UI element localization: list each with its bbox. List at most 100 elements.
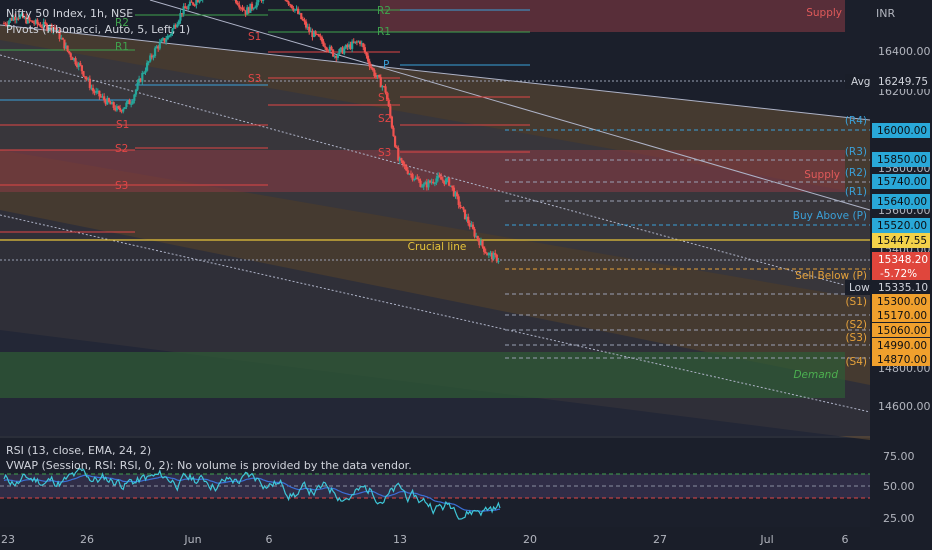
candle-body xyxy=(114,107,117,111)
candle-body xyxy=(2,23,6,25)
low-label: Low xyxy=(849,282,870,294)
candle-body xyxy=(257,0,260,3)
candle-body xyxy=(478,239,481,246)
price-tick-16400: 16400.00 xyxy=(878,45,931,58)
candle-body xyxy=(414,177,417,180)
candle-body xyxy=(104,100,107,105)
candle-body xyxy=(468,223,471,227)
candle-body xyxy=(4,23,7,25)
time-tick-27: 27 xyxy=(653,533,667,546)
candle-body xyxy=(357,41,360,43)
candle-body xyxy=(465,216,468,220)
candle-body xyxy=(295,8,298,10)
candle-body xyxy=(187,5,190,10)
time-tick-jul: Jul xyxy=(759,533,773,546)
candle-body xyxy=(309,30,312,33)
candle-body xyxy=(403,164,406,166)
candle-body xyxy=(421,186,424,188)
candle-body xyxy=(179,13,182,21)
channel-top-line[interactable] xyxy=(0,24,871,121)
candle-body xyxy=(352,41,355,43)
candle-body xyxy=(363,47,366,53)
candle-body xyxy=(489,252,492,254)
candle-body xyxy=(484,251,487,254)
candle-body xyxy=(384,86,387,93)
pivots-indicator-title[interactable]: Pivots (Fibonacci, Auto, 5, Left, 1) xyxy=(6,23,190,36)
candle-body xyxy=(247,7,250,13)
rsi-title[interactable]: RSI (13, close, EMA, 24, 2) xyxy=(6,444,151,457)
candle-body xyxy=(115,106,118,111)
candle-body xyxy=(455,192,459,197)
candle-body xyxy=(149,55,152,62)
currency-label[interactable]: INR xyxy=(876,7,895,20)
candle-body xyxy=(338,49,341,55)
candle-body xyxy=(374,76,378,78)
candle-body xyxy=(173,25,176,29)
candle-body xyxy=(373,70,376,77)
candle-body xyxy=(497,261,500,263)
price-candles[interactable] xyxy=(2,0,500,264)
candle-body xyxy=(96,90,99,92)
candle-body xyxy=(69,53,72,58)
candle-body xyxy=(118,108,122,111)
candle-body xyxy=(438,175,441,177)
candle-body xyxy=(319,36,322,38)
candle-body xyxy=(80,65,83,72)
candle-body xyxy=(440,176,443,180)
candle-body xyxy=(362,43,365,48)
candle-body xyxy=(378,75,381,78)
candle-body xyxy=(304,21,308,28)
candle-body xyxy=(117,106,120,109)
candle-body xyxy=(138,78,141,83)
candle-body xyxy=(449,185,452,187)
channel-lower-line[interactable] xyxy=(0,214,871,413)
candle-body xyxy=(74,58,77,65)
candle-body xyxy=(327,50,330,52)
candle-body xyxy=(416,177,419,180)
candle-body xyxy=(479,240,483,246)
candle-body xyxy=(444,179,448,185)
candle-body xyxy=(417,179,421,181)
candle-body xyxy=(306,26,309,28)
symbol-title[interactable]: Nifty 50 Index, 1h, NSE xyxy=(6,7,133,20)
candle-body xyxy=(322,41,325,47)
candle-body xyxy=(88,78,91,88)
rsi-pane[interactable]: RSI (13, close, EMA, 24, 2) VWAP (Sessio… xyxy=(0,444,915,525)
candle-body xyxy=(93,91,96,93)
candle-body xyxy=(28,17,31,21)
candle-body xyxy=(290,4,293,9)
candle-body xyxy=(413,179,416,181)
candle-body xyxy=(126,100,130,103)
candle-body xyxy=(109,101,112,105)
candle-body xyxy=(452,187,455,197)
candle-body xyxy=(15,18,18,20)
time-axis-panel[interactable] xyxy=(0,527,870,550)
candle-body xyxy=(354,41,357,43)
candle-body xyxy=(33,22,36,24)
pivot-s1-b: S1 xyxy=(248,31,261,43)
avg-label: Avg xyxy=(851,76,870,88)
candle-body xyxy=(7,21,10,25)
trend-line[interactable] xyxy=(149,0,871,211)
rsi-tick-50: 50.00 xyxy=(883,480,915,493)
r2-label: (R2) xyxy=(845,167,867,179)
candle-body xyxy=(141,72,144,82)
price-tick-14600: 14600.00 xyxy=(878,400,931,413)
candle-body xyxy=(133,94,136,101)
candle-body xyxy=(260,0,263,1)
candle-body xyxy=(419,180,422,187)
candle-body xyxy=(360,43,363,45)
candle-body xyxy=(123,107,126,109)
candle-body xyxy=(408,173,411,175)
candle-body xyxy=(376,75,379,77)
candle-body xyxy=(29,20,33,22)
candle-body xyxy=(250,3,254,9)
candle-body xyxy=(68,51,71,54)
candle-body xyxy=(111,102,114,105)
vwap-title[interactable]: VWAP (Session, RSI: RSI, 0, 2): No volum… xyxy=(6,459,412,472)
pivot-s3-b: S3 xyxy=(248,73,261,85)
candle-body xyxy=(157,46,160,49)
pane-separator[interactable] xyxy=(0,436,870,438)
candle-body xyxy=(37,23,41,25)
